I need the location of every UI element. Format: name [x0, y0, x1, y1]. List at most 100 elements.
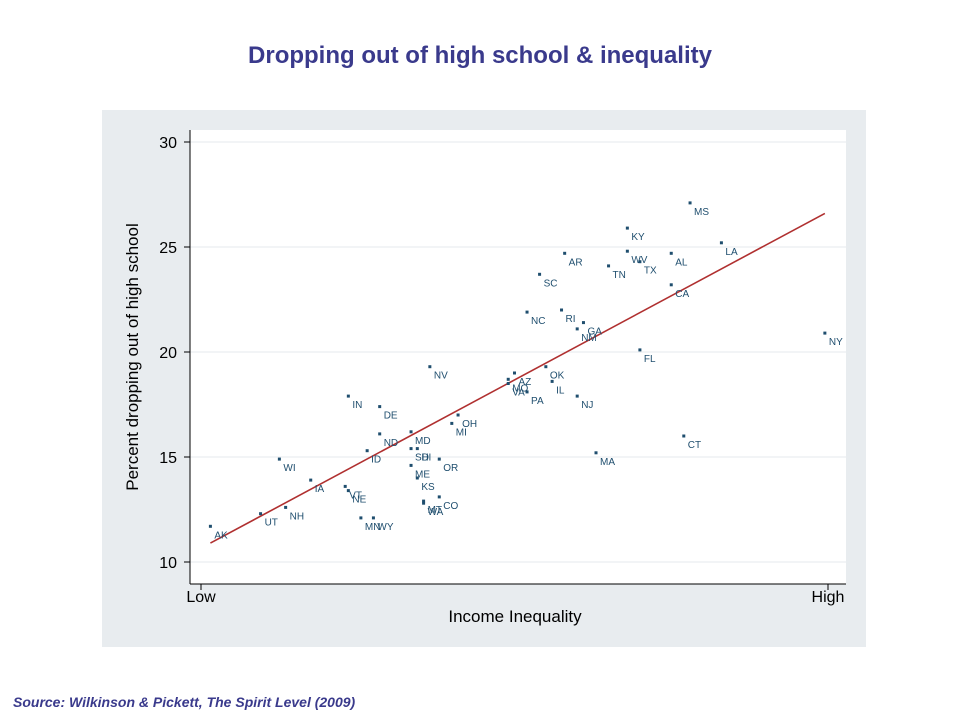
point-label-nj: NJ [581, 400, 593, 411]
point-label-ky: KY [631, 232, 645, 243]
data-point-ga [581, 321, 585, 325]
data-point-oh [456, 413, 460, 417]
point-label-wi: WI [283, 463, 295, 474]
data-point-wv [625, 249, 629, 253]
data-point-tn [607, 264, 611, 268]
data-point-me [409, 463, 413, 467]
data-point-mn [359, 516, 363, 520]
data-point-id [365, 449, 369, 453]
point-label-nh: NH [290, 511, 304, 522]
point-label-vt: VT [349, 490, 362, 501]
point-label-ak: AK [214, 530, 228, 541]
data-point-ky [625, 226, 629, 230]
x-axis-title: Income Inequality [448, 607, 582, 626]
data-point-fl [638, 348, 642, 352]
point-label-ct: CT [688, 440, 701, 451]
point-label-al: AL [675, 257, 688, 268]
data-point-la [719, 241, 723, 245]
data-point-wy [371, 516, 375, 520]
point-label-nc: NC [531, 316, 545, 327]
y-axis-ticks: 10 15 20 25 30 [159, 135, 190, 572]
data-point-ks [415, 476, 419, 480]
point-label-mn: MN [365, 522, 381, 533]
point-label-or: OR [443, 463, 458, 474]
point-label-ri: RI [566, 314, 576, 325]
point-label-va: VA [512, 388, 525, 399]
point-label-id: ID [371, 455, 381, 466]
point-label-ne: NE [352, 495, 366, 506]
data-point-va [506, 382, 510, 385]
data-point-in [346, 394, 350, 398]
point-label-wy: WY [377, 522, 393, 533]
point-label-ar: AR [569, 257, 583, 268]
point-label-mt: MT [428, 505, 442, 516]
data-point-nm [575, 327, 579, 331]
y-tick-label: 25 [159, 240, 177, 257]
point-label-sd: SD [415, 453, 429, 464]
point-label-ut: UT [265, 518, 278, 529]
point-label-tn: TN [613, 270, 626, 281]
data-point-pa [525, 390, 529, 394]
y-tick-label: 10 [159, 555, 177, 572]
data-point-mt [422, 499, 426, 503]
data-point-nh [284, 505, 288, 509]
point-label-ms: MS [694, 207, 709, 218]
data-point-nc [525, 310, 529, 314]
data-point-ny [823, 331, 827, 335]
point-label-tx: TX [644, 266, 657, 277]
point-label-il: IL [556, 385, 565, 396]
point-label-hi: HI [421, 453, 431, 464]
data-point-ca [669, 283, 673, 287]
point-label-pa: PA [531, 396, 544, 407]
y-tick-label: 30 [159, 135, 177, 152]
data-point-hi [415, 447, 419, 451]
point-label-md: MD [415, 436, 431, 447]
point-label-oh: OH [462, 419, 477, 430]
data-point-nd [378, 432, 382, 436]
grid-lines [190, 141, 846, 563]
data-point-ne [346, 489, 350, 493]
data-point-ak [208, 524, 212, 528]
point-label-mo: MO [512, 383, 528, 394]
point-label-ma: MA [600, 457, 615, 468]
data-point-nj [575, 394, 579, 398]
point-label-ga: GA [587, 327, 602, 338]
data-point-wi [277, 457, 281, 461]
point-label-az: AZ [519, 377, 532, 388]
data-point-nv [428, 365, 432, 369]
point-label-wa: WA [428, 507, 444, 518]
point-label-sc: SC [544, 278, 558, 289]
point-label-nv: NV [434, 371, 448, 382]
point-label-fl: FL [644, 354, 656, 365]
data-point-wa [422, 501, 426, 505]
x-tick-label: High [812, 589, 845, 606]
data-point-de [378, 405, 382, 409]
data-point-or [437, 457, 441, 461]
data-point-md [409, 430, 413, 434]
slide-title: Dropping out of high school & inequality [248, 42, 712, 69]
data-point-al [669, 251, 673, 255]
data-point-ri [560, 308, 564, 312]
y-axis-title: Percent dropping out of high school [123, 223, 142, 490]
chart-panel: 10 15 20 25 30 Low High AK UT NH WI IA VT NE MN WY IN D… [102, 110, 866, 647]
fit-line [210, 212, 826, 544]
point-label-co: CO [443, 501, 458, 512]
point-label-ia: IA [315, 484, 325, 495]
data-point-vt [343, 484, 347, 488]
point-label-la: LA [725, 247, 738, 258]
data-point-sc [538, 272, 542, 276]
data-point-mi [450, 421, 454, 425]
point-label-nd: ND [384, 438, 398, 449]
point-label-in: IN [352, 400, 362, 411]
point-label-mi: MI [456, 427, 467, 438]
data-point-ct [682, 434, 686, 438]
point-label-me: ME [415, 469, 430, 480]
point-label-nm: NM [581, 333, 597, 344]
source-note: Source: Wilkinson & Pickett, The Spirit … [13, 694, 356, 710]
data-point-ms [688, 201, 692, 205]
point-label-ca: CA [675, 289, 689, 300]
y-tick-label: 15 [159, 450, 177, 467]
data-point-mo [506, 377, 510, 381]
